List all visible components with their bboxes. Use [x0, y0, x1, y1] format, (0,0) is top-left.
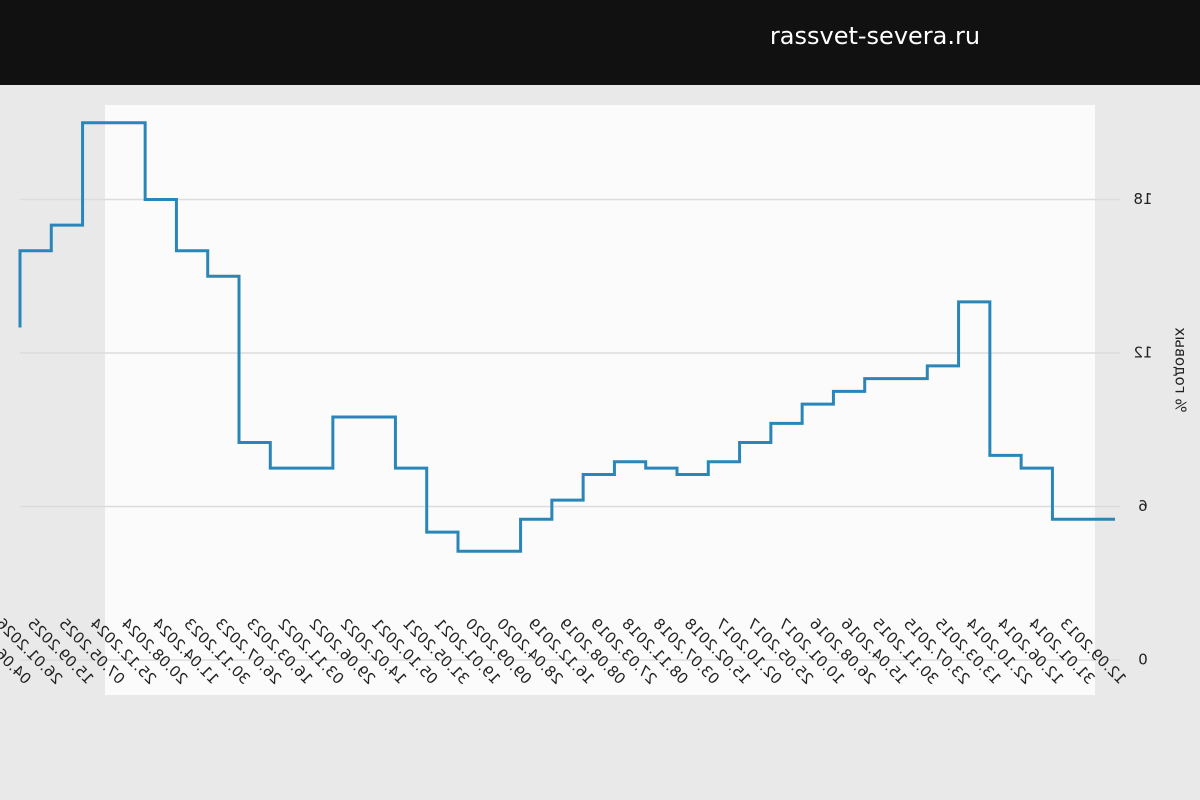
- y-tick-label: 6: [1138, 497, 1148, 515]
- watermark: rassvet-severa.ru: [770, 22, 980, 50]
- y-tick-label: 12: [1133, 344, 1152, 362]
- y-axis-label: % годовых: [1172, 327, 1190, 412]
- plot-area: [105, 105, 1095, 695]
- line: [18, 121, 1115, 553]
- y-tick-label: 0: [1138, 651, 1148, 669]
- y-tick-label: 18: [1133, 190, 1152, 208]
